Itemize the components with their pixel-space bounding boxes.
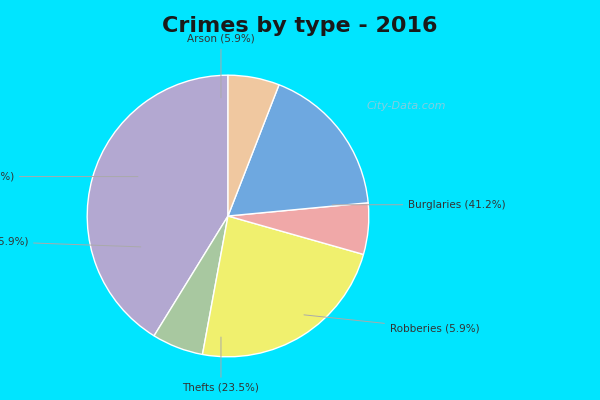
Text: Auto thefts (17.6%): Auto thefts (17.6%)	[0, 172, 138, 182]
Wedge shape	[154, 216, 228, 354]
Text: Thefts (23.5%): Thefts (23.5%)	[182, 337, 259, 393]
Wedge shape	[228, 85, 368, 216]
Wedge shape	[202, 216, 364, 357]
Text: Robberies (5.9%): Robberies (5.9%)	[304, 315, 479, 334]
Wedge shape	[87, 75, 228, 336]
Wedge shape	[228, 75, 279, 216]
Text: Burglaries (41.2%): Burglaries (41.2%)	[332, 200, 506, 210]
Text: Assaults (5.9%): Assaults (5.9%)	[0, 236, 141, 247]
Text: Crimes by type - 2016: Crimes by type - 2016	[162, 16, 438, 36]
Text: Arson (5.9%): Arson (5.9%)	[187, 34, 255, 98]
Wedge shape	[228, 203, 369, 254]
Text: City-Data.com: City-Data.com	[367, 100, 446, 110]
